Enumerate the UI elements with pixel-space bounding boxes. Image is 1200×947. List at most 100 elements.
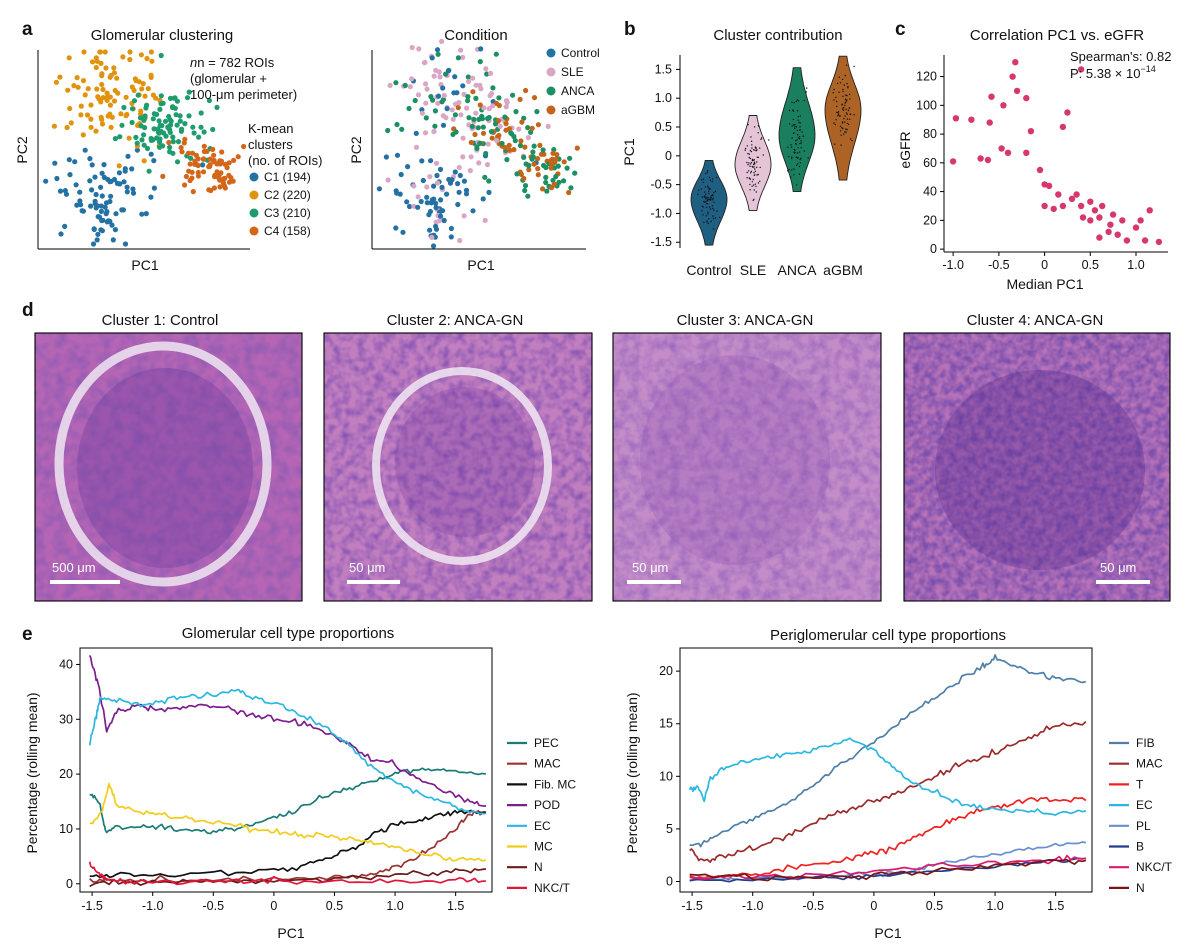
scatter-point [434,180,441,186]
scatter-point [461,178,467,184]
violin-dot [707,213,709,215]
violin-dot [843,107,845,109]
legend-label: NKC/T [534,881,571,895]
violin-dot [791,101,793,104]
scatter-point [167,129,173,135]
legend-label: EC [534,819,551,833]
scatter-point [119,207,125,213]
scatter-point [393,225,399,231]
plot-frame [679,647,1093,893]
micrograph-title: Cluster 3: ANCA-GN [677,312,814,329]
scatter-point [141,158,147,164]
scatter-point [95,231,101,237]
scatter-point [504,157,510,163]
scatter-point [51,123,58,129]
scatter-point [122,166,128,172]
scatter-point [1012,59,1019,66]
violin-dot [797,137,800,139]
scatter-point [134,147,140,153]
violin-dot [749,165,751,167]
scatter-point [1050,205,1057,213]
micrograph-2: 50 μm [323,332,593,602]
scatter-point [201,148,207,155]
scatter-point [419,158,425,164]
scatter-point [457,172,463,179]
scatter-point [1036,166,1044,174]
scatter-point [518,138,524,144]
scatter-point [400,229,406,235]
x-axis-label: PC1 [131,257,158,273]
scatter-point [1027,128,1035,135]
violin-dot [709,179,711,181]
scatter-point [127,56,133,63]
scatter-point [92,201,98,207]
scatter-point [556,179,562,185]
scatter-point [443,71,449,77]
violin-dot [841,103,843,105]
scatter-point [124,184,130,190]
scatter-point [1155,238,1163,246]
scatter-point [182,136,188,142]
scatter-point [952,115,960,122]
scatter-point [179,149,185,155]
violin-dot [834,123,836,126]
scatter-point [949,158,957,165]
violin-dot [799,151,801,153]
scatter-point [141,142,147,148]
violin-dot [846,113,848,115]
scatter-point [561,178,567,184]
scatter-point [544,188,550,194]
violin-dot [749,149,751,152]
scatter-point [160,173,166,179]
scatter-point [138,111,144,117]
scatter-point [78,103,84,109]
scatter-point [151,126,157,132]
scatter-point [148,194,154,200]
violin-dot [706,220,708,222]
scatter-point [144,55,150,62]
violin-dot [751,181,753,183]
violin-dot [853,114,855,116]
line-plot: 0 5 10 15 20 -1.5 -1.0 -0.5 0 0.5 1.0 1.5 [659,647,1093,913]
scatter-point [139,137,145,143]
y-axis-label: PC1 [621,138,637,165]
violin-dot [756,174,758,176]
scatter-point [124,111,130,118]
scatter-point [509,92,516,98]
scatter-point [1109,211,1117,218]
violin-dot [797,100,800,102]
violin-dot [840,134,842,136]
scatter-point [497,123,503,129]
x-tick-label: aGBM [823,262,863,278]
scatter-point [503,98,510,104]
panel-a-condition: Condition PC2 PC1 Control SLE ANCA aGBM [348,27,600,273]
scatter-point [196,134,202,140]
legend-label: ANCA [561,84,594,98]
violin-dot [753,198,755,201]
scatter-point [406,203,413,210]
violin-dot [712,207,714,210]
scatter-point [1041,202,1048,210]
scatter-point [415,92,422,98]
scatter-point [210,126,216,133]
y-tick-label: 60 [923,156,937,170]
scatter-point [185,150,192,156]
scatter-point [435,100,441,106]
violin-dot [701,196,704,198]
scatter-point [200,169,207,175]
scatter-point [93,64,99,71]
violin-dot [843,84,845,86]
scatter-point [464,105,470,111]
scatter-point [226,172,232,178]
violin-dot [713,191,715,194]
violin-dot [792,118,795,121]
violin-dot [844,104,846,107]
scatter-point [385,177,391,183]
scatter-point [394,152,401,158]
violin-dot [752,166,754,168]
violin-dot [797,134,799,136]
scatter-point [531,143,537,149]
y-tick-label: 0 [930,242,937,256]
scatter-point [385,127,391,134]
scatter-point [99,73,105,79]
